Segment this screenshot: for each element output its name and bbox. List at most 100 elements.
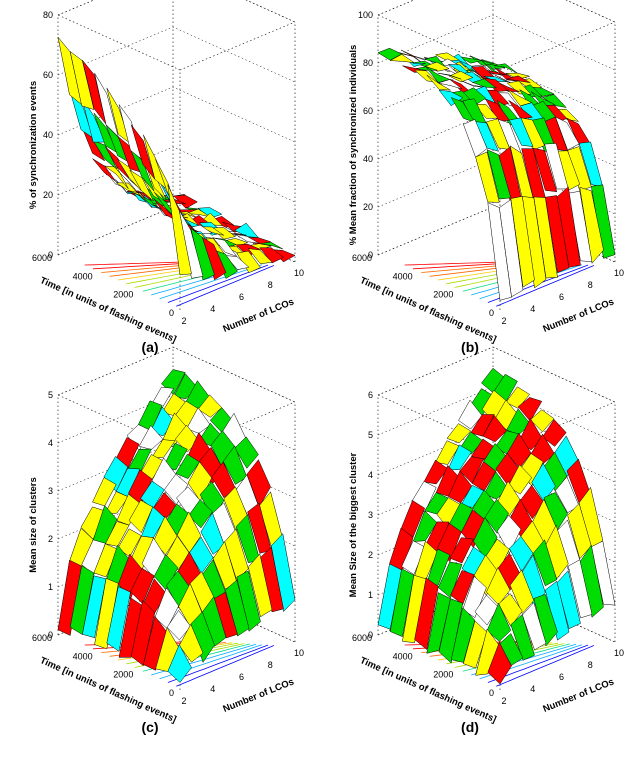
surface-facet <box>486 149 512 200</box>
surface-facet <box>541 94 567 108</box>
x-tick-label: 8 <box>588 660 593 670</box>
x-tick-label: 4 <box>530 684 535 694</box>
surface-facet <box>505 386 530 409</box>
surface-facet <box>496 514 522 554</box>
panel-label: (a) <box>141 339 158 355</box>
surface-facet <box>434 52 461 62</box>
x-tick-label: 4 <box>210 684 215 694</box>
y-tick-label: 0 <box>169 308 174 318</box>
z-tick-label: 0 <box>48 250 53 260</box>
z-tick-label: 1 <box>48 582 53 592</box>
z-tick-label: 2 <box>368 550 373 560</box>
z-axis-title: Mean Size of the biggest cluster <box>348 452 359 597</box>
box-edge <box>377 0 415 16</box>
surface-facet <box>248 553 273 618</box>
z-tick-label: 20 <box>363 202 373 212</box>
x-tick-label: 10 <box>614 648 624 658</box>
grid-line <box>377 14 616 71</box>
surface-facet <box>414 577 439 650</box>
x-tick-label: 10 <box>614 268 624 278</box>
surface-facet <box>509 536 534 573</box>
grid-line <box>57 26 296 83</box>
y-tick-label: 2000 <box>113 670 133 680</box>
surface-facet <box>448 70 474 83</box>
surface-facet <box>389 568 415 638</box>
surface-facet <box>106 586 131 652</box>
surface-facet <box>116 169 141 197</box>
surface-facet <box>437 79 463 90</box>
surface-facet <box>438 598 463 664</box>
surface-facet <box>542 418 567 447</box>
surface-facet <box>487 641 512 685</box>
grid-line <box>57 146 296 203</box>
surface-facet <box>446 423 472 444</box>
x-tick-label: 6 <box>239 292 244 302</box>
surface-facet <box>212 237 238 257</box>
y-tick-label: 4000 <box>73 651 93 661</box>
surface-facet <box>92 477 117 507</box>
z-tick-label: 80 <box>43 10 53 20</box>
surface-facet <box>259 247 284 264</box>
surface-facet <box>103 165 129 190</box>
surface-facet <box>153 554 179 591</box>
z-tick-label: 2 <box>48 534 53 544</box>
surface-facet <box>437 561 463 599</box>
surface-facet <box>509 117 534 147</box>
x-tick-label: 8 <box>268 660 273 670</box>
box-edge <box>565 0 616 23</box>
surface-facet <box>167 643 192 683</box>
surface-facet <box>486 118 511 151</box>
z-tick-label: 0 <box>368 630 373 640</box>
surface-facet <box>506 75 531 83</box>
grid-line <box>377 0 616 23</box>
surface-facet <box>179 623 204 663</box>
surface-facet <box>529 409 555 433</box>
surface-facet <box>458 399 483 430</box>
z-tick-label: 40 <box>363 154 373 164</box>
box-edge <box>57 206 174 256</box>
surface-facet <box>486 566 511 606</box>
surface-facet <box>482 415 507 443</box>
surface-facet <box>105 521 130 547</box>
surface <box>57 369 296 683</box>
contour-line <box>159 264 263 300</box>
surface-facet <box>225 579 250 637</box>
box-edge <box>499 21 616 71</box>
surface-facet <box>532 539 558 587</box>
surface-facet <box>459 456 484 484</box>
surface-facet <box>567 503 592 560</box>
y-tick-label: 6000 <box>32 253 52 263</box>
x-tick-label: 2 <box>181 696 186 706</box>
x-axis-title: Number of LCOs <box>222 296 296 334</box>
surface-facet <box>545 195 570 273</box>
x-tick-label: 10 <box>294 648 304 658</box>
x-tick-label: 4 <box>530 304 535 314</box>
y-tick-label: 6000 <box>32 633 52 643</box>
x-tick-label: 2 <box>501 696 506 706</box>
z-tick-label: 60 <box>43 70 53 80</box>
surface-facet <box>568 559 593 619</box>
surface-facet <box>130 599 156 667</box>
surface-facet <box>236 570 261 632</box>
surface-facet <box>449 537 474 564</box>
y-axis-title: Time [in units of flashing events] <box>358 655 498 725</box>
contour-line <box>176 645 275 687</box>
surface-facet <box>450 570 475 606</box>
z-tick-label: 0 <box>368 250 373 260</box>
surface-facet <box>471 461 497 492</box>
z-tick-label: 6 <box>368 390 373 400</box>
surface-facet <box>94 72 119 138</box>
surface-facet <box>412 510 438 542</box>
surface-facet <box>472 78 498 89</box>
box-edge <box>179 21 296 71</box>
surface-facet <box>463 119 488 158</box>
x-axis-title: Number of LCOs <box>222 676 296 714</box>
z-tick-label: 5 <box>48 390 53 400</box>
surface-facet <box>544 143 569 190</box>
surface-facet <box>533 593 558 647</box>
z-axis-title: % Mean fraction of synchronized individu… <box>348 45 359 246</box>
z-tick-label: 5 <box>368 430 373 440</box>
